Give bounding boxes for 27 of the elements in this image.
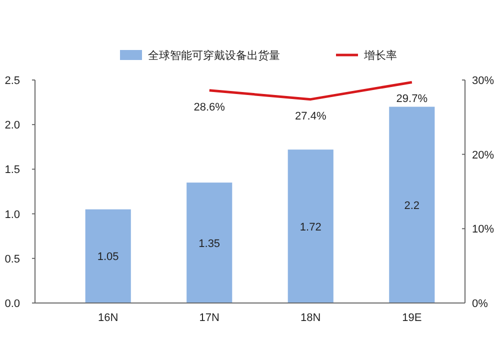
bar [186,182,232,303]
data-label: 2.2 [404,200,420,212]
bar [389,106,435,303]
legend-label: 全球智能可穿戴设备出货量 [148,49,280,62]
y-tick-label: 2.5 [4,75,20,87]
data-label: 28.6% [194,101,226,114]
legend-label: 增长率 [363,49,397,62]
x-tick-label: 18N [300,312,321,324]
x-tick-label: 19E [402,312,422,324]
data-label: 27.4% [295,110,326,122]
y2-tick-label: 20% [472,149,494,162]
y-tick-label: 2.0 [4,120,20,132]
x-tick-label: 16N [98,312,118,324]
x-tick-label: 17N [199,312,220,324]
bar [85,209,131,303]
y-tick-label: 0.5 [4,253,20,266]
data-label: 1.35 [198,238,220,250]
y2-tick-label: 30% [472,75,494,87]
y-tick-label: 1.0 [4,208,20,221]
y2-tick-label: 0% [472,298,488,310]
y-tick-label: 1.5 [4,164,20,176]
data-label: 1.05 [97,251,119,264]
data-label: 29.7% [396,93,428,106]
y2-tick-label: 10% [472,224,494,236]
data-label: 1.72 [300,221,322,234]
y-tick-label: 0.0 [4,298,20,310]
bar [288,150,334,303]
